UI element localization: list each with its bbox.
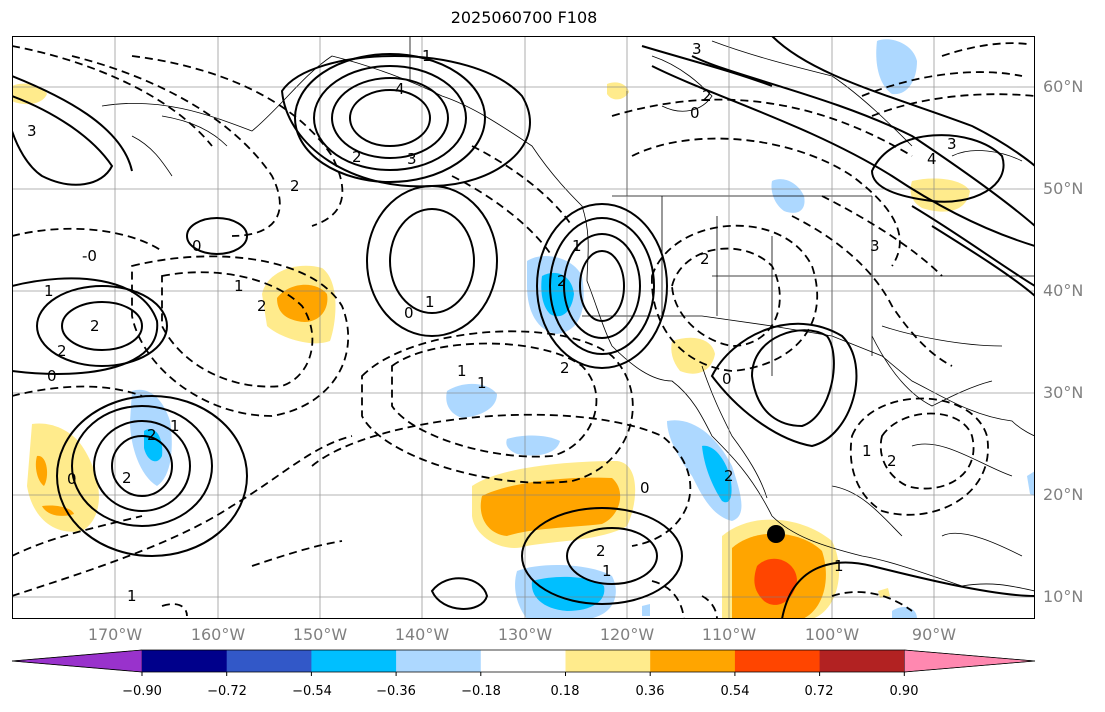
gridlines [12,36,1035,619]
colorbar-segment [565,650,651,672]
colorbar-extend-high [904,649,1036,673]
contour-label: 2 [352,148,362,166]
contour-label: 2 [560,359,570,377]
contour-label: 2 [147,426,157,444]
colorbar-tick-label: −0.54 [292,684,332,699]
contour-label: 0 [192,237,202,255]
contour-label: 0 [67,470,77,488]
contour-label: 2 [700,250,710,268]
solid-contours [12,36,1035,619]
colorbar-tick-label: 0.18 [550,684,580,699]
contour-label: 1 [127,587,137,605]
coastline-layer [101,36,1035,592]
colorbar-tick-label: −0.36 [376,684,416,699]
contour-label: 1 [234,277,244,295]
contour-label: 2 [596,542,606,560]
contour-label: 1 [44,282,54,300]
colorbar-tick-label: −0.90 [122,684,162,699]
contour-label: 2 [557,272,567,290]
contour-label: 1 [170,417,180,435]
forecast-map: 1 2 3 4 0 -0 1 2 3 0 2 3 4 3 2 0 1 2 0 2… [12,36,1035,619]
colorbar-segment [311,650,397,672]
contour-label: 3 [27,122,37,140]
colorbar-segment [142,650,228,672]
lat-label: 50°N [1043,179,1084,198]
contour-label: 0 [47,367,57,385]
contour-label: 2 [90,317,100,335]
lon-label: 130°W [497,625,553,644]
contour-label: 1 [862,442,872,460]
lon-label: 160°W [190,625,246,644]
lat-label: 10°N [1043,587,1084,606]
lon-label: 120°W [599,625,655,644]
colorbar-extend-low [11,649,143,673]
lon-label: 150°W [292,625,348,644]
contour-label: 3 [870,237,880,255]
contour-label: 3 [947,135,957,153]
lat-label: 40°N [1043,281,1084,300]
contour-label: 2 [57,342,67,360]
lon-label: 140°W [394,625,450,644]
colorbar-segment [734,650,821,672]
colorbar [11,649,1036,676]
contour-label: 1 [477,374,487,392]
lon-label: 90°W [911,625,957,644]
lat-label: 20°N [1043,485,1084,504]
contour-label: 3 [692,40,702,58]
contour-label: 2 [290,177,300,195]
colorbar-tick-label: 0.90 [889,684,919,699]
location-marker [767,525,785,543]
contour-label: 0 [690,104,700,122]
colorbar-segment [226,650,312,672]
contour-label: 0 [722,370,732,388]
contour-label: 2 [702,87,712,105]
dashed-contours [12,42,1035,619]
colorbar-segment [396,650,482,672]
contour-label: 1 [457,362,467,380]
contour-label: 0 [640,479,650,497]
colorbar-tick-label: 0.36 [635,684,665,699]
contour-label: 1 [602,562,612,580]
colorbar-segment [650,650,736,672]
contour-labels: 1 2 3 4 0 -0 1 2 3 0 2 3 4 3 2 0 1 2 0 2… [27,40,957,605]
colorbar-tick-label: −0.18 [461,684,501,699]
contour-label: 4 [927,150,937,168]
colorbar-segment [819,650,905,672]
contour-label: 2 [724,467,734,485]
lon-label: 100°W [804,625,860,644]
contour-label: 1 [422,47,432,65]
lon-label: 110°W [701,625,757,644]
contour-label: 1 [572,237,582,255]
contour-label: 3 [407,150,417,168]
contour-label: -0 [82,247,97,265]
lat-label: 60°N [1043,77,1084,96]
contour-label: 4 [395,80,405,98]
lon-label: 170°W [87,625,143,644]
contour-label: 0 [404,304,414,322]
colorbar-tick-label: 0.54 [720,684,750,699]
colorbar-tick-label: 0.72 [804,684,834,699]
contour-label: 2 [887,452,897,470]
lat-label: 30°N [1043,383,1084,402]
contour-label: 1 [425,293,435,311]
contour-label: 2 [122,469,132,487]
colorbar-segment [480,650,566,672]
contour-label: 2 [257,297,267,315]
map-title: 2025060700 F108 [450,8,598,27]
contour-label: 1 [834,557,844,575]
colorbar-tick-label: −0.72 [207,684,247,699]
